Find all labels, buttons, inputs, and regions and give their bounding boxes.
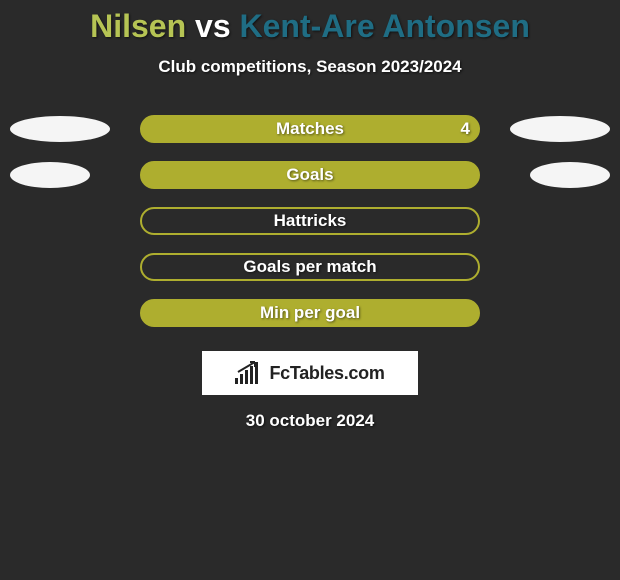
stat-row: Matches4: [0, 115, 620, 161]
stat-bar: [140, 207, 480, 235]
stat-bar: [140, 253, 480, 281]
page-title: Nilsen vs Kent-Are Antonsen: [0, 8, 620, 45]
side-ellipse-left: [10, 116, 110, 142]
logo-text: FcTables.com: [269, 363, 384, 384]
side-ellipse-right: [530, 162, 610, 188]
stat-row: Hattricks: [0, 207, 620, 253]
title-player2: Kent-Are Antonsen: [240, 8, 530, 44]
date-text: 30 october 2024: [0, 411, 620, 431]
stat-row: Min per goal: [0, 299, 620, 345]
stats-section: Matches4GoalsHattricksGoals per matchMin…: [0, 115, 620, 345]
fctables-icon: [235, 362, 263, 384]
stat-bar: [140, 115, 480, 143]
comparison-widget: Nilsen vs Kent-Are Antonsen Club competi…: [0, 0, 620, 431]
side-ellipse-left: [10, 162, 90, 188]
side-ellipse-right: [510, 116, 610, 142]
title-vs: vs: [195, 8, 231, 44]
subtitle: Club competitions, Season 2023/2024: [0, 57, 620, 77]
logo-box: FcTables.com: [202, 351, 418, 395]
stat-bar: [140, 161, 480, 189]
stat-row: Goals per match: [0, 253, 620, 299]
title-player1: Nilsen: [90, 8, 186, 44]
stat-value-right: 4: [461, 119, 470, 139]
stat-bar: [140, 299, 480, 327]
stat-row: Goals: [0, 161, 620, 207]
